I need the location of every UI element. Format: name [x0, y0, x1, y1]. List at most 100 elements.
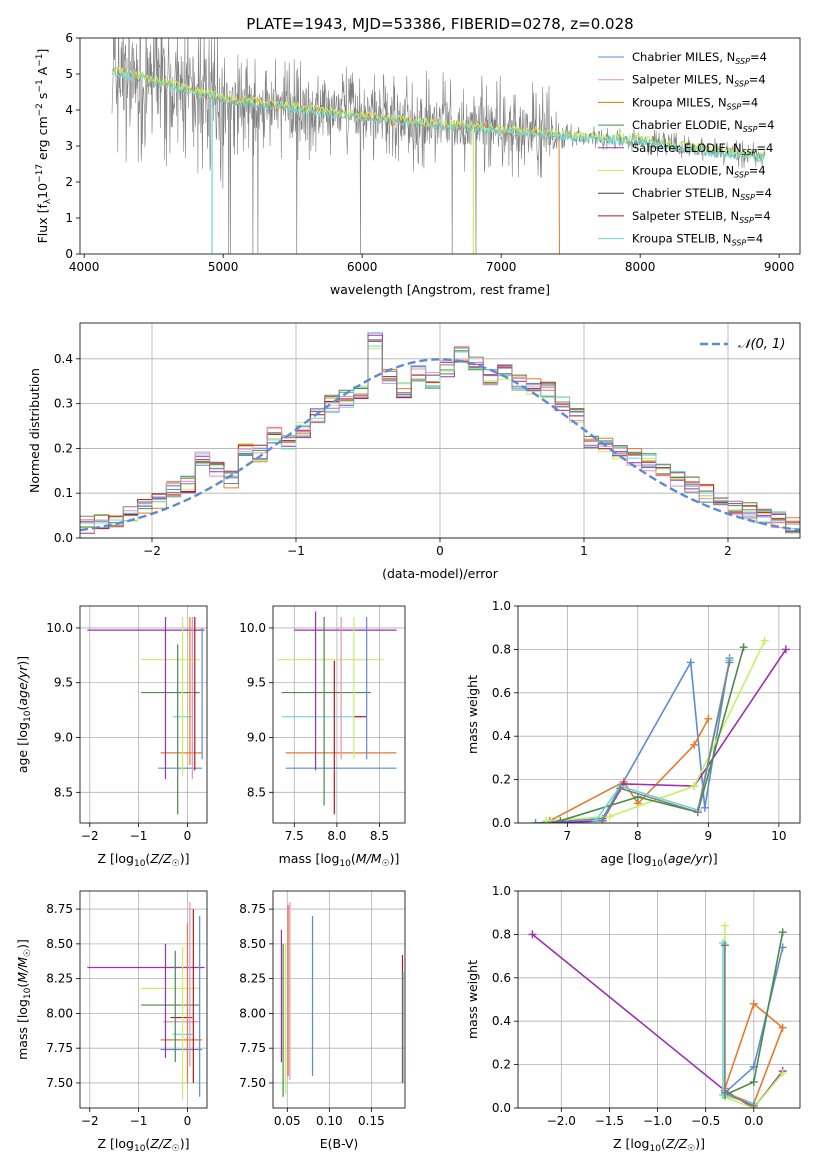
grid-weight-vs-Z [518, 890, 800, 1109]
legend-entry: 𝒩(0, 1) [738, 337, 785, 352]
x-tick-label: 0 [436, 544, 444, 558]
weight-point [605, 812, 614, 821]
legend-entry: Salpeter ELODIE, NSSP=4 [632, 141, 773, 157]
x-tick-label: 7000 [486, 260, 517, 274]
y-tick-label: 0.6 [492, 686, 511, 700]
weight-point [542, 816, 551, 823]
frame-weight-vs-age [517, 605, 801, 824]
frame-mass-vs-Z [79, 890, 208, 1109]
y-tick-label: 0.0 [492, 816, 511, 830]
axes-age-vs-Z: −2 −1 0 8.5 9.0 9.5 10.0 [46, 605, 208, 843]
x-tick-label: −2 [81, 829, 99, 843]
y-tick-label: 8.75 [46, 902, 73, 916]
x-tick-label: 8 [634, 829, 642, 843]
x-axis-label: (data-model)/error [382, 566, 499, 581]
y-tick-label: 7.50 [239, 1076, 266, 1090]
x-tick-label: −2.0 [547, 1114, 576, 1128]
y-tick-label: 0 [65, 247, 73, 261]
y-tick-label: 10.0 [46, 621, 73, 635]
x-tick-label: 4000 [69, 260, 100, 274]
weight-point [778, 1069, 787, 1078]
legend-entry: Kroupa MILES, NSSP=4 [632, 95, 758, 111]
weight-point [616, 784, 625, 793]
legend-entry: Salpeter STELIB, NSSP=4 [632, 209, 771, 225]
x-axis-label: age [log10(age/yr)] [600, 851, 717, 869]
axes-mass-vs-Z: −2 −1 0 7.50 7.75 8.00 8.25 8.50 8.75 [46, 890, 208, 1128]
plot-area-age-vs-mass [277, 611, 397, 815]
y-tick-label: 0.8 [492, 927, 511, 941]
x-tick-label: 8000 [625, 260, 656, 274]
y-tick-label: 7.50 [46, 1076, 73, 1090]
x-tick-label: −1.5 [595, 1114, 624, 1128]
histogram-step [80, 339, 800, 534]
x-tick-label: −1 [130, 1114, 148, 1128]
chart-title: PLATE=1943, MJD=53386, FIBERID=0278, z=0… [246, 15, 633, 33]
weight-point [749, 1101, 758, 1108]
x-tick-label: 6000 [347, 260, 378, 274]
x-tick-label: −2 [143, 544, 161, 558]
x-tick-label: 0.05 [274, 1114, 301, 1128]
legend-entry: Chabrier ELODIE, NSSP=4 [632, 118, 774, 134]
y-tick-label: 0.2 [492, 773, 511, 787]
x-axis-label: Z [log10(Z/Z☉)] [98, 1136, 190, 1154]
y-axis-label: Flux [fλ10−17 erg cm−2 s−1 A−1] [35, 49, 53, 244]
y-tick-label: 0.2 [54, 441, 73, 455]
frame-age-vs-mass [272, 605, 406, 824]
weight-point [778, 928, 787, 937]
y-axis-label: Normed distribution [27, 368, 42, 493]
frame-weight-vs-Z [517, 890, 801, 1109]
legend-entry: Chabrier STELIB, NSSP=4 [632, 186, 772, 202]
frame-age-vs-Z [79, 605, 208, 824]
x-tick-label: 9000 [764, 260, 795, 274]
y-tick-label: 10.0 [239, 621, 266, 635]
y-tick-label: 7.75 [46, 1041, 73, 1055]
weight-point [704, 714, 713, 723]
y-tick-label: 9.0 [247, 731, 266, 745]
weight-point [693, 808, 702, 817]
weight-point [598, 816, 607, 823]
y-tick-label: 0.8 [492, 642, 511, 656]
x-axis-label: E(B-V) [320, 1136, 359, 1151]
x-tick-label: 7 [564, 829, 572, 843]
weight-point [725, 658, 734, 667]
x-axis-label: wavelength [Angstrom, rest frame] [330, 282, 550, 297]
axes-spectrum: 4000 5000 6000 7000 8000 9000 0 1 2 3 4 5 6 [65, 31, 801, 274]
x-tick-label: 0.10 [316, 1114, 343, 1128]
y-tick-label: 8.00 [46, 1006, 73, 1020]
y-tick-label: 5 [65, 67, 73, 81]
grid-age-vs-mass [273, 606, 405, 823]
y-tick-label: 9.5 [54, 676, 73, 690]
x-tick-label: −0.5 [691, 1114, 720, 1128]
y-tick-label: 8.75 [239, 902, 266, 916]
x-tick-label: 0 [184, 1114, 192, 1128]
y-tick-label: 0.4 [492, 729, 511, 743]
grid-weight-vs-age [518, 605, 800, 824]
legend-entry: Chabrier MILES, NSSP=4 [632, 50, 767, 66]
x-tick-label: −1 [130, 829, 148, 843]
x-axis-label: Z [log10(Z/Z☉)] [98, 851, 190, 869]
y-tick-label: 4 [65, 103, 73, 117]
y-tick-label: 9.5 [247, 676, 266, 690]
x-tick-label: −2 [81, 1114, 99, 1128]
y-tick-label: 1.0 [492, 599, 511, 613]
axes-residuals: −2 −1 0 1 2 0.0 0.1 0.2 0.3 0.4 [54, 322, 801, 558]
legend-entry: Kroupa STELIB, NSSP=4 [632, 232, 763, 248]
y-tick-label: 8.5 [247, 785, 266, 799]
legend-entry: Salpeter MILES, NSSP=4 [632, 73, 766, 89]
weight-point [591, 816, 600, 823]
weight-point [690, 740, 699, 749]
y-axis-label: age [log10(age/yr)] [15, 656, 33, 773]
y-tick-label: 0.1 [54, 486, 73, 500]
y-tick-label: 8.25 [46, 972, 73, 986]
weight-series-line [560, 646, 745, 822]
y-tick-label: 0.6 [492, 971, 511, 985]
weight-point [690, 782, 699, 791]
y-tick-label: 1 [65, 211, 73, 225]
y-tick-label: 3 [65, 139, 73, 153]
plot-area-residuals [80, 332, 800, 534]
normal-curve [80, 358, 800, 532]
y-tick-label: 8.5 [54, 785, 73, 799]
weight-point [686, 658, 695, 667]
model-spectrum-line [111, 67, 560, 254]
